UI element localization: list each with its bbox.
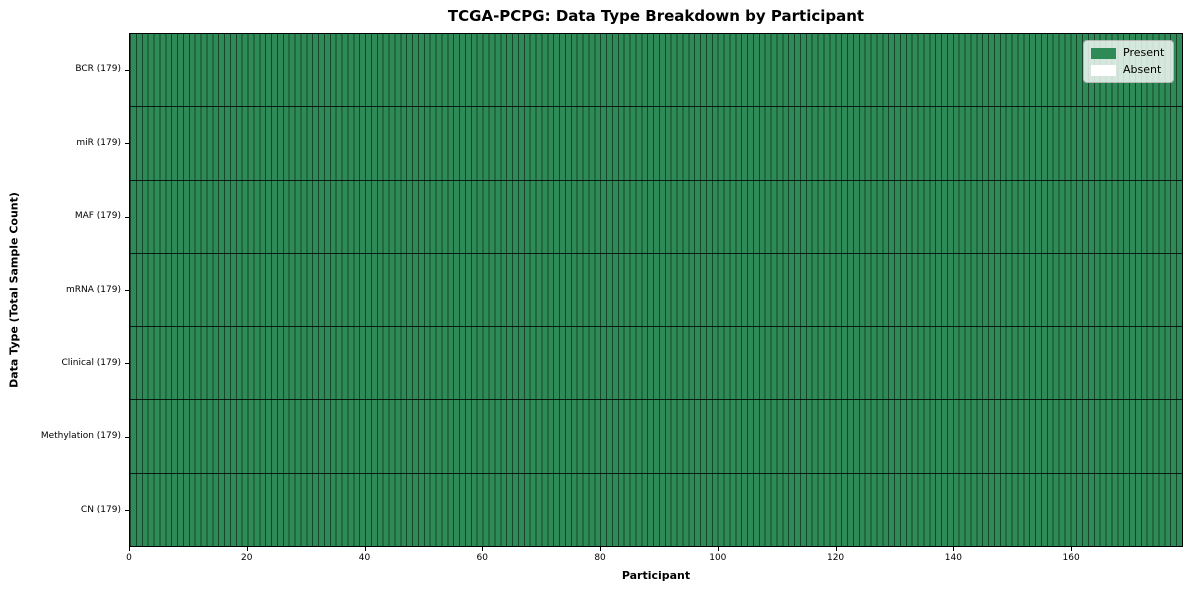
absent-swatch-icon xyxy=(1091,64,1116,76)
heat-row-cn xyxy=(130,473,1182,546)
x-tick-label: 60 xyxy=(476,553,488,563)
y-tick-label: Clinical (179) xyxy=(61,357,121,368)
heat-row-maf xyxy=(130,180,1182,254)
x-tick-mark xyxy=(364,547,366,551)
y-tick-mark xyxy=(125,510,129,512)
legend: Present Absent xyxy=(1083,40,1175,83)
y-tick-label: mRNA (179) xyxy=(66,284,121,295)
x-tick-label: 100 xyxy=(709,553,727,563)
x-tick-label: 80 xyxy=(594,553,606,563)
x-tick-mark xyxy=(600,547,602,551)
heat-row-mir xyxy=(130,107,1182,181)
legend-entry-absent: Absent xyxy=(1091,64,1164,76)
y-tick-mark xyxy=(125,143,129,145)
x-tick-label: 0 xyxy=(126,553,132,563)
legend-label-present: Present xyxy=(1123,46,1165,59)
x-tick-label: 40 xyxy=(358,553,371,563)
y-tick-label: Methylation (179) xyxy=(40,431,121,442)
plot-area xyxy=(129,33,1183,547)
present-swatch-icon xyxy=(1091,47,1116,59)
y-tick-label: miR (179) xyxy=(76,137,121,148)
x-tick-mark xyxy=(835,547,837,551)
heat-row-clinical xyxy=(130,327,1182,401)
y-tick-label: MAF (179) xyxy=(74,211,121,222)
x-tick-mark xyxy=(953,547,955,551)
heat-row-bcr xyxy=(130,34,1182,108)
y-tick-label: CN (179) xyxy=(80,504,121,515)
y-tick-mark xyxy=(125,69,129,71)
x-tick-label: 120 xyxy=(826,553,845,563)
y-tick-label: BCR (179) xyxy=(75,64,121,75)
x-tick-label: 140 xyxy=(944,553,962,563)
y-tick-mark xyxy=(125,363,129,365)
x-tick-mark xyxy=(482,547,484,551)
x-tick-mark xyxy=(1071,547,1073,551)
y-tick-mark xyxy=(125,290,129,291)
x-tick-mark xyxy=(129,547,130,551)
y-tick-mark xyxy=(125,436,129,438)
x-axis-label: Participant xyxy=(621,569,691,582)
heat-row-mrna xyxy=(130,253,1182,328)
x-tick-mark xyxy=(717,547,719,551)
x-tick-mark xyxy=(246,547,248,551)
chart-title: TCGA-PCPG: Data Type Breakdown by Partic… xyxy=(447,7,865,25)
y-tick-mark xyxy=(125,216,129,218)
heat-row-methylation xyxy=(130,400,1182,474)
x-tick-label: 160 xyxy=(1062,553,1080,563)
legend-label-absent: Absent xyxy=(1123,63,1162,76)
x-tick-label: 20 xyxy=(241,553,253,563)
legend-entry-present: Present xyxy=(1091,47,1164,59)
